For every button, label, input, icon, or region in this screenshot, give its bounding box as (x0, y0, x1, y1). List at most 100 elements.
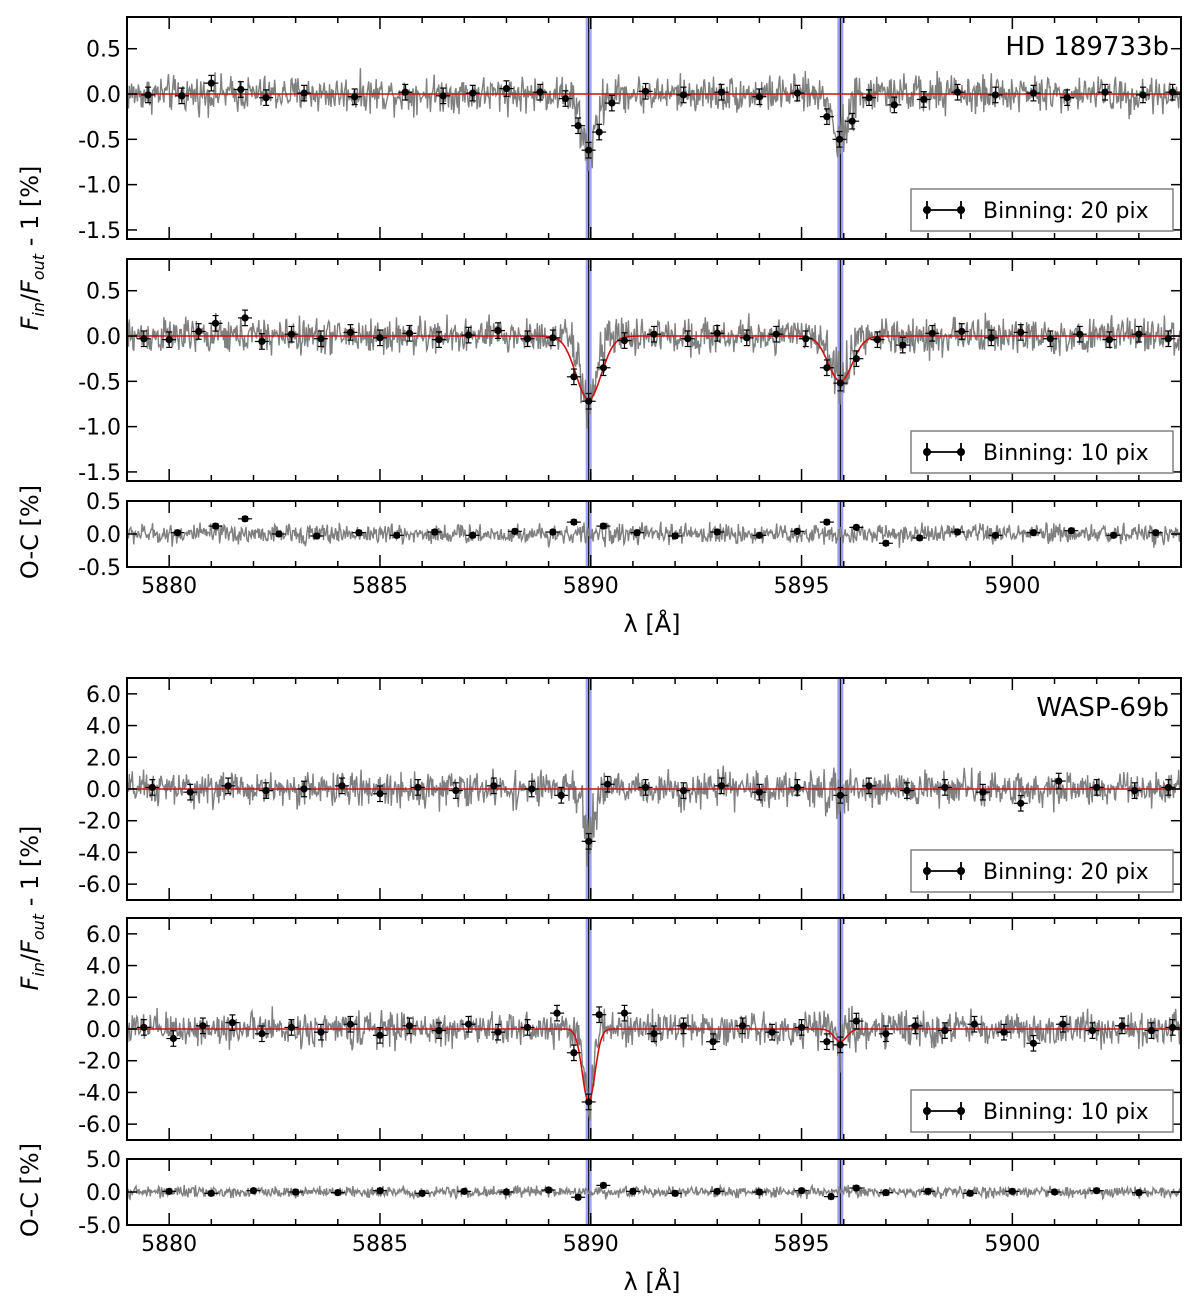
binned-point (1161, 779, 1176, 796)
binned-point (1013, 324, 1028, 341)
binned-point (545, 329, 560, 347)
binned-point (259, 89, 274, 107)
binned-point (819, 108, 834, 126)
xtick-label: 5880 (141, 574, 197, 599)
binned-point (710, 1187, 725, 1195)
binned-point (427, 528, 442, 536)
legend-label: Binning: 20 pix (983, 199, 1149, 224)
binned-point (550, 1004, 565, 1022)
binned-point (794, 1019, 809, 1036)
binned-point (1136, 86, 1151, 104)
binned-point (1089, 779, 1104, 796)
binned-point (819, 518, 834, 526)
binned-point (996, 1023, 1011, 1041)
plot-area-hd-res (127, 501, 1181, 567)
binned-point (975, 783, 990, 801)
binned-point (461, 326, 476, 344)
binned-point (372, 1187, 387, 1195)
binned-points-hd-top (141, 74, 1180, 159)
ylabel-res-wasp: O-C [%] (16, 1143, 44, 1237)
spectrum-hd-res (127, 521, 1181, 548)
binned-point (849, 523, 864, 532)
binned-point (988, 531, 1003, 539)
binned-point (330, 1189, 345, 1197)
binned-point (410, 779, 425, 796)
binned-point (457, 1187, 472, 1195)
ytick-label: 0.0 (86, 83, 121, 108)
binned-point (676, 1017, 691, 1035)
binned-point (166, 1030, 181, 1047)
ytick-label: -4.0 (78, 841, 121, 866)
binned-point (1013, 794, 1028, 812)
binned-point (507, 527, 522, 535)
binned-point (566, 518, 581, 526)
binned-point (372, 329, 387, 347)
binned-point (566, 368, 581, 386)
ytick-label: -4.0 (78, 1081, 121, 1106)
binned-point (233, 81, 248, 98)
binned-point (136, 330, 151, 348)
binned-points-wasp-res (162, 1181, 1146, 1201)
binned-point (790, 527, 805, 535)
binned-point (668, 1189, 683, 1197)
ytick-label: 2.0 (86, 746, 121, 771)
binned-point (1106, 531, 1121, 539)
binned-point (870, 331, 885, 349)
binned-point (963, 1189, 978, 1197)
legend-label: Binning: 20 pix (983, 860, 1149, 885)
binned-point (676, 86, 691, 104)
binned-point (195, 1017, 210, 1035)
plot-area-hd-mid (127, 259, 1181, 481)
binned-point (752, 531, 767, 539)
binned-point (162, 331, 177, 349)
xtick-label: 5890 (563, 574, 619, 599)
binned-point (554, 786, 569, 804)
binned-point (668, 532, 683, 540)
binned-point (431, 1022, 446, 1039)
binned-point (714, 777, 729, 795)
legend-hd-mid: Binning: 10 pix (910, 430, 1174, 474)
binned-point (967, 1015, 982, 1033)
binned-point (592, 1006, 607, 1024)
legend-label: Binning: 10 pix (983, 1100, 1149, 1125)
binned-point (739, 329, 754, 347)
binned-point (1051, 772, 1066, 790)
binned-point (204, 74, 219, 92)
binned-point (246, 1187, 261, 1195)
binned-point (372, 1026, 387, 1044)
panel-hd-top: 0.5 0.0 -0.5 -1.0 -1.5 HD 189733b Binning: 20 … (78, 16, 1182, 244)
binned-point (465, 84, 480, 102)
frame-hd-top (126, 16, 1182, 240)
binned-point (1114, 1017, 1129, 1035)
binned-point (191, 323, 206, 340)
ylabel-res-hd: O-C [%] (16, 485, 44, 579)
binned-point (297, 84, 312, 102)
binned-point (581, 392, 596, 410)
binned-point (798, 330, 813, 348)
ytick-label: 4.0 (86, 955, 121, 980)
binned-point (431, 331, 446, 349)
binned-point (819, 359, 834, 377)
binned-point (752, 783, 767, 801)
binned-point (819, 1033, 834, 1051)
ytick-label: 6.0 (86, 683, 121, 708)
binned-point (596, 522, 611, 530)
binned-point (710, 528, 725, 536)
xtick-label: 5890 (563, 1232, 619, 1257)
binned-point (174, 87, 189, 105)
ytick-label: 0.0 (86, 778, 121, 803)
ylabel-main-wasp: Fin/Fout - 1 [%] (16, 826, 48, 991)
binned-point (1085, 1022, 1100, 1039)
legend-wasp-top: Binning: 20 pix (910, 849, 1174, 893)
binned-point (343, 324, 358, 341)
binned-point (1102, 331, 1117, 349)
binned-point (1026, 529, 1041, 537)
binned-point (581, 832, 596, 850)
binned-point (1161, 330, 1176, 348)
binned-point (524, 780, 539, 798)
binned-points-wasp-mid (136, 1004, 1180, 1111)
figure-labels-layer: Fin/Fout - 1 [%] O-C [%] λ [Å] Fin/Fout … (16, 166, 680, 1296)
xlabel-hd: λ [Å] (624, 609, 681, 638)
binned-point (1165, 83, 1180, 101)
binned-point (351, 529, 366, 537)
